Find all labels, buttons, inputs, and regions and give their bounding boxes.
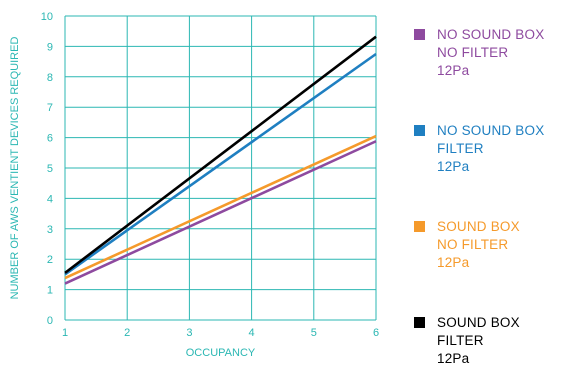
y-tick-label: 8 xyxy=(47,72,53,84)
y-tick-label: 6 xyxy=(47,133,53,145)
legend-swatch xyxy=(414,29,425,40)
legend-label-line: SOUND BOX xyxy=(437,315,520,330)
x-tick-label: 2 xyxy=(124,327,130,339)
legend-label: SOUND BOX NO FILTER 12Pa xyxy=(437,218,520,272)
legend-label-line: NO FILTER xyxy=(437,45,509,60)
legend-label-line: FILTER xyxy=(437,333,484,348)
y-tick-label: 4 xyxy=(47,193,53,205)
y-tick-label: 9 xyxy=(47,41,53,53)
x-tick-label: 6 xyxy=(373,327,379,339)
x-axis-title: OCCUPANCY xyxy=(186,347,256,359)
legend-swatch xyxy=(414,317,425,328)
x-tick-label: 4 xyxy=(249,327,255,339)
legend-label-line: NO SOUND BOX xyxy=(437,123,545,138)
legend-swatch xyxy=(414,125,425,136)
legend-label: NO SOUND BOX FILTER 12Pa xyxy=(437,122,544,176)
legend-label-line: 12Pa xyxy=(437,351,470,366)
legend-label-line: SOUND BOX xyxy=(437,219,520,234)
legend-label-line: 12Pa xyxy=(437,63,470,78)
y-tick-label: 10 xyxy=(41,11,53,23)
x-tick-label: 1 xyxy=(62,327,68,339)
series-line-1 xyxy=(64,140,377,285)
y-tick-label: 1 xyxy=(47,285,53,297)
y-axis-title: NUMBER OF AWS VENTIENT DEVICES REQUIRED xyxy=(9,37,21,300)
series-line-2 xyxy=(64,52,377,276)
y-tick-label: 5 xyxy=(47,163,53,175)
legend-label: NO SOUND BOX NO FILTER 12Pa xyxy=(437,26,544,80)
legend-label-line: NO SOUND BOX xyxy=(437,27,545,42)
legend-label-line: NO FILTER xyxy=(437,237,509,252)
series-line-3 xyxy=(64,134,377,280)
y-tick-label: 2 xyxy=(47,254,53,266)
series-line-4 xyxy=(64,35,377,274)
x-tick-label: 3 xyxy=(186,327,192,339)
legend-label-line: 12Pa xyxy=(437,255,470,270)
legend-label-line: 12Pa xyxy=(437,159,470,174)
legend-label: SOUND BOX FILTER 12Pa xyxy=(437,314,520,368)
y-tick-label: 3 xyxy=(47,224,53,236)
y-tick-label: 7 xyxy=(47,102,53,114)
x-tick-label: 5 xyxy=(311,327,317,339)
legend-label-line: FILTER xyxy=(437,141,484,156)
y-tick-label: 0 xyxy=(47,315,53,327)
legend-swatch xyxy=(414,221,425,232)
